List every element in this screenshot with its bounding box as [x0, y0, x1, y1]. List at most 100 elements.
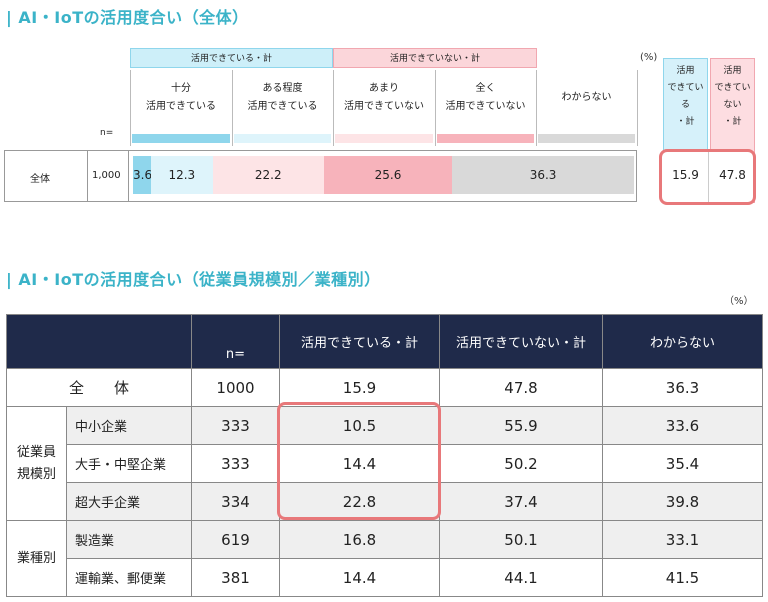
category-header: あまり 活用できていない [333, 80, 435, 116]
summary-header-line: ない [723, 100, 742, 110]
header-separator [130, 70, 131, 146]
category-header: 十分 活用できている [130, 80, 232, 116]
bar-value-label: 22.2 [254, 168, 282, 182]
summary-header-line: 活用 [676, 66, 695, 76]
bar-value-label: 36.3 [529, 168, 557, 182]
row-divider [128, 150, 129, 202]
table-cell: 44.1 [439, 558, 603, 597]
category-header-line: 活用できている [146, 101, 216, 112]
summary-value: 47.8 [719, 168, 746, 182]
row-n: 1,000 [92, 170, 121, 181]
category-swatch [335, 134, 433, 143]
summary-value: 15.9 [672, 168, 699, 182]
table-cell: 55.9 [439, 406, 603, 445]
row-label: 全体 [30, 174, 50, 185]
category-header: ある程度活用できている [232, 80, 333, 116]
row-label: 製造業 [66, 520, 192, 559]
row-label: 運輸業、郵便業 [66, 558, 192, 597]
row-divider [87, 150, 88, 202]
table-row: 大手・中堅企業 333 14.4 50.2 35.4 [7, 444, 763, 483]
table-cell: 37.4 [439, 482, 603, 521]
bar-value-label: 25.6 [374, 168, 402, 182]
table-cell: 1000 [191, 368, 280, 407]
table-cell: 39.8 [602, 482, 763, 521]
row-label: 中小企業 [66, 406, 192, 445]
n-label: n= [100, 128, 114, 138]
header-separator [232, 70, 233, 146]
category-header: 全く活用できていない [435, 80, 536, 116]
summary-header-line: できてい [667, 83, 704, 93]
col-header-unknown: わからない [602, 314, 763, 369]
header-separator [637, 70, 638, 146]
bar-segment: 22.2 [212, 156, 324, 194]
group-header-not-using: 活用できていない・計 [333, 48, 537, 68]
header-separator [333, 70, 334, 146]
table-cell: 10.5 [279, 406, 440, 445]
summary-header-line: 活用 [723, 66, 742, 76]
summary-divider [708, 152, 709, 202]
table-cell: 35.4 [602, 444, 763, 483]
col-header-using: 活用できている・計 [279, 314, 440, 369]
row-label: 超大手企業 [66, 482, 192, 521]
bar-segment: 3.6 [133, 156, 153, 194]
row-frame [4, 150, 637, 202]
summary-header-line: ・計 [723, 117, 742, 127]
bar-segment: 36.3 [452, 156, 634, 194]
table-row: 従業員規模別 中小企業 333 10.5 55.9 33.6 [6, 406, 763, 521]
header-separator [536, 70, 537, 146]
table-row: 業種別 製造業 619 16.8 50.1 33.1 [6, 520, 763, 597]
category-swatch [132, 134, 230, 143]
category-header: わからない [536, 89, 637, 107]
category-header-line: 全く [475, 83, 496, 94]
table-cell: 33.6 [602, 406, 763, 445]
summary-header-line: できてい [714, 83, 751, 93]
chart2-title: | AI・IoTの活用度合い（従業員規模別／業種別） [6, 270, 381, 289]
table-cell: 381 [191, 558, 280, 597]
table-cell: 47.8 [439, 368, 603, 407]
category-header-line: 活用できている [247, 101, 318, 112]
summary-header-line: ・計 [676, 117, 695, 127]
summary-header-line: る [680, 100, 690, 110]
row-label: 大手・中堅企業 [66, 444, 192, 483]
table-cell: 22.8 [279, 482, 440, 521]
bar-value-label: 12.3 [168, 168, 196, 182]
category-header-line: 活用できていない [445, 101, 526, 112]
chart1-title: | AI・IoTの活用度合い（全体） [6, 8, 249, 27]
category-header-line: あまり [369, 83, 399, 94]
table-cell: 334 [191, 482, 280, 521]
table-cell: 333 [191, 444, 280, 483]
highlight-company-size [277, 402, 441, 520]
category-header-line: ある程度 [262, 83, 303, 94]
table-cell: 619 [191, 520, 280, 559]
table-cell: 33.1 [602, 520, 763, 559]
group-label-line: 従業員 [16, 444, 56, 460]
table-cell: 14.4 [279, 558, 440, 597]
group-label: 業種別 [6, 520, 67, 597]
table-cell: 36.3 [602, 368, 763, 407]
table-cell: 16.8 [279, 520, 440, 559]
category-header-line: わからない [561, 92, 612, 103]
table-cell: 333 [191, 406, 280, 445]
col-header-n: n= [191, 314, 280, 369]
percent-unit-2: （%） [724, 296, 754, 307]
header-separator [435, 70, 436, 146]
bar-value-label: 3.6 [133, 168, 153, 182]
category-header-line: 十分 [171, 83, 191, 94]
table-row-total: 全 体 1000 15.9 47.8 36.3 [6, 368, 763, 407]
bar-segment: 25.6 [323, 156, 453, 194]
percent-unit-1: (%) [640, 52, 658, 63]
table-row: 運輸業、郵便業 381 14.4 44.1 41.5 [7, 558, 763, 597]
usage-table: n= 活用できている・計 活用できていない・計 わからない 全 体 1000 15.… [6, 314, 763, 597]
category-swatch [538, 134, 635, 143]
table-cell: 50.1 [439, 520, 603, 559]
table-cell: 15.9 [279, 368, 440, 407]
row-label-total: 全 体 [6, 368, 192, 407]
table-corner [6, 314, 192, 369]
summary-highlight [659, 149, 756, 205]
table-cell: 41.5 [602, 558, 763, 597]
bar-segment: 12.3 [151, 156, 213, 194]
category-swatch [234, 134, 331, 143]
group-header-using: 活用できている・計 [130, 48, 333, 68]
table-cell: 50.2 [439, 444, 603, 483]
group-label-line: 規模別 [16, 466, 56, 482]
